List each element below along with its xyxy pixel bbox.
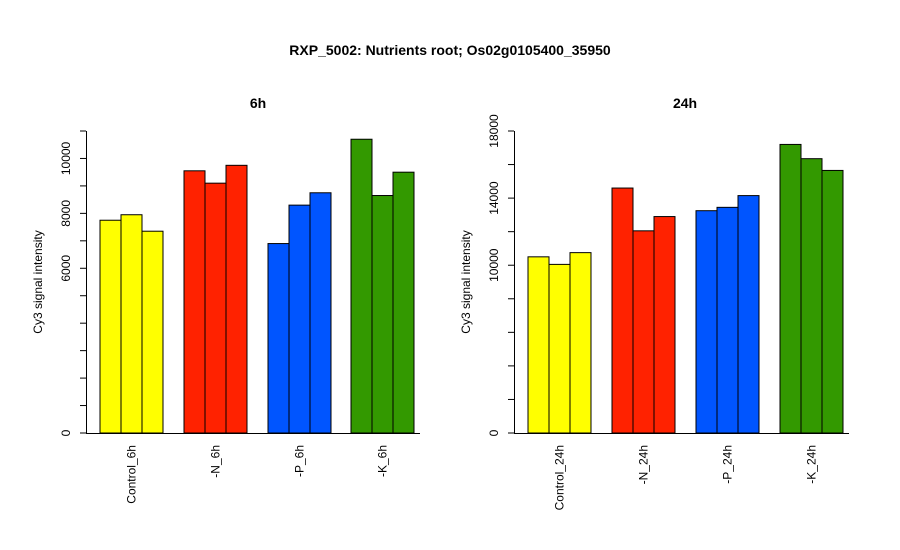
x-tick-label: -K_6h bbox=[376, 445, 390, 477]
y-axis: 0 6000 8000 10000 bbox=[59, 130, 420, 436]
bar bbox=[141, 230, 164, 434]
bars bbox=[99, 138, 415, 434]
x-tick-label: Control_24h bbox=[553, 445, 567, 510]
y-tick-label: 0 bbox=[59, 429, 73, 436]
y-tick-label: 6000 bbox=[59, 255, 73, 282]
x-tick-label: -N_6h bbox=[209, 445, 223, 478]
panel-6h: 6h Cy3 signal intensity 0 6000 8000 10000 C… bbox=[31, 95, 420, 504]
y-tick-label: 10000 bbox=[59, 141, 73, 175]
bar bbox=[183, 170, 206, 434]
bar bbox=[371, 195, 394, 434]
bar bbox=[267, 243, 290, 434]
bar bbox=[800, 158, 823, 434]
y-tick-label: 10000 bbox=[487, 248, 501, 282]
bars bbox=[527, 143, 844, 434]
x-tick-label: -P_24h bbox=[721, 445, 735, 484]
bar bbox=[225, 164, 248, 434]
bar bbox=[611, 187, 634, 434]
panel-title: 6h bbox=[250, 95, 266, 111]
y-axis-label: Cy3 signal intensity bbox=[459, 230, 473, 333]
bar bbox=[695, 210, 718, 434]
y-tick-label: 0 bbox=[487, 429, 501, 436]
panel-24h: 24h Cy3 signal intensity 0 10000 14000 1800… bbox=[459, 95, 849, 510]
bar bbox=[569, 252, 592, 434]
bar bbox=[548, 263, 571, 434]
figure-title: RXP_5002: Nutrients root; Os02g0105400_3… bbox=[289, 42, 611, 58]
y-tick-label: 8000 bbox=[59, 200, 73, 227]
bar bbox=[99, 219, 122, 434]
bar bbox=[288, 204, 311, 434]
bar bbox=[527, 256, 550, 434]
bar bbox=[779, 143, 802, 434]
bar bbox=[737, 195, 760, 434]
bar bbox=[632, 230, 655, 434]
y-tick-label: 14000 bbox=[487, 181, 501, 215]
x-tick-label: Control_6h bbox=[125, 445, 139, 504]
bar bbox=[821, 169, 844, 434]
x-tick-label: -N_24h bbox=[637, 445, 651, 484]
x-axis-labels: Control_24h -N_24h -P_24h -K_24h bbox=[553, 445, 819, 510]
bar bbox=[120, 214, 143, 434]
y-axis-label: Cy3 signal intensity bbox=[31, 230, 45, 333]
x-axis-labels: Control_6h -N_6h -P_6h -K_6h bbox=[125, 445, 390, 504]
x-tick-label: -P_6h bbox=[293, 445, 307, 477]
panel-title: 24h bbox=[673, 95, 697, 111]
y-tick-label: 18000 bbox=[487, 114, 501, 148]
bar bbox=[653, 216, 676, 434]
x-tick-label: -K_24h bbox=[805, 445, 819, 484]
y-axis: 0 10000 14000 18000 bbox=[487, 114, 849, 436]
bar bbox=[350, 138, 373, 434]
bar bbox=[204, 182, 227, 434]
bar bbox=[309, 192, 332, 434]
bar bbox=[716, 206, 739, 434]
bar bbox=[392, 171, 415, 434]
